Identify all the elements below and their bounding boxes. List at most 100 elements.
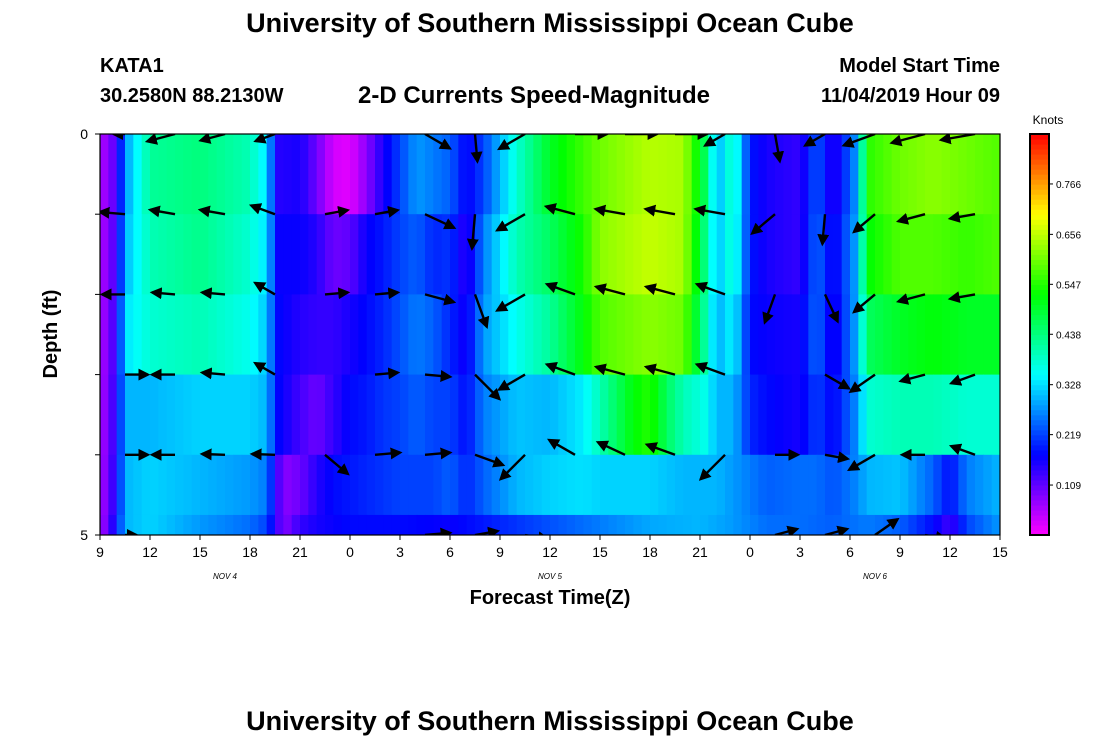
- heat-cell: [366, 374, 376, 456]
- heat-cell: [750, 214, 759, 295]
- heat-cell: [491, 514, 501, 535]
- heat-cell: [266, 134, 276, 215]
- heat-cell: [258, 134, 268, 215]
- heat-cell: [391, 294, 401, 376]
- day-label: NOV 4: [213, 572, 238, 581]
- heat-cell: [225, 514, 234, 535]
- heat-cell: [208, 374, 218, 456]
- heat-cell: [575, 454, 584, 516]
- current-vector: [253, 361, 276, 376]
- current-vector: [424, 134, 452, 150]
- heat-cell: [891, 454, 901, 516]
- heat-cell: [716, 134, 726, 215]
- heat-cell: [991, 134, 1000, 215]
- heat-cell: [766, 294, 776, 376]
- heat-cell: [725, 374, 734, 456]
- heat-cell: [100, 134, 109, 215]
- heat-cell: [450, 374, 459, 456]
- heat-cell: [816, 374, 826, 456]
- x-tick-label: 21: [692, 544, 708, 560]
- colorbar-segment: [1030, 354, 1049, 361]
- heat-cell: [400, 454, 409, 516]
- heat-cell: [425, 514, 434, 535]
- heat-cell: [500, 374, 509, 456]
- heat-cell: [241, 134, 251, 215]
- heat-cell: [766, 514, 776, 535]
- current-vector: [889, 134, 926, 147]
- heat-cell: [216, 134, 226, 215]
- heat-cell: [650, 214, 659, 295]
- heat-cell: [183, 134, 193, 215]
- heat-cell: [750, 374, 759, 456]
- heat-cell: [558, 374, 568, 456]
- heat-cell: [900, 374, 909, 456]
- heat-cell: [433, 514, 443, 535]
- heat-cell: [533, 214, 543, 295]
- heat-cell: [333, 374, 343, 456]
- current-vector: [374, 287, 401, 300]
- heat-cell: [966, 294, 976, 376]
- heat-cell: [958, 134, 968, 215]
- heat-cell: [566, 214, 576, 295]
- heat-cell: [691, 374, 701, 456]
- heat-cell: [316, 374, 326, 456]
- heat-cell: [416, 214, 426, 295]
- heat-cell: [166, 374, 176, 456]
- heat-cell: [975, 214, 984, 295]
- current-vector: [803, 134, 826, 147]
- current-vector: [694, 362, 726, 376]
- heat-cell: [433, 294, 443, 376]
- heat-cell: [666, 374, 676, 456]
- heat-cell: [275, 134, 284, 215]
- heat-cell: [683, 374, 693, 456]
- heat-cell: [216, 374, 226, 456]
- heat-cell: [858, 214, 868, 295]
- heat-cell: [666, 134, 676, 215]
- heat-cell: [408, 294, 418, 376]
- heat-cell: [533, 134, 543, 215]
- heat-cell: [300, 454, 309, 516]
- heat-cell: [191, 294, 201, 376]
- x-tick-label: 3: [796, 544, 804, 560]
- heat-cell: [558, 294, 568, 376]
- heat-cell: [825, 134, 834, 215]
- heat-cell: [716, 454, 726, 516]
- heat-cell: [458, 374, 468, 456]
- heat-cell: [450, 134, 459, 215]
- heat-cell: [708, 514, 718, 535]
- heat-cell: [400, 514, 409, 535]
- heat-cell: [975, 454, 984, 516]
- heat-cell: [450, 294, 459, 376]
- heat-cell: [283, 134, 293, 215]
- heat-cell: [291, 294, 301, 376]
- heat-cell: [758, 514, 768, 535]
- heat-cell: [158, 374, 168, 456]
- heat-cell: [775, 454, 784, 516]
- heat-cell: [158, 294, 168, 376]
- heat-cell: [775, 374, 784, 456]
- heat-cell: [691, 514, 701, 535]
- heat-cell: [575, 134, 584, 215]
- colorbar-segment: [1030, 269, 1049, 275]
- heat-cell: [308, 374, 318, 456]
- heat-cell: [516, 294, 526, 376]
- heat-cell: [875, 134, 884, 215]
- heat-cell: [900, 294, 909, 376]
- heat-cell: [133, 214, 143, 295]
- heat-cell: [850, 514, 859, 535]
- colorbar-segment: [1030, 309, 1049, 316]
- heat-cell: [983, 514, 993, 535]
- current-vector: [249, 448, 276, 461]
- colorbar-tick-label: 0.766: [1056, 180, 1081, 191]
- heat-cell: [141, 214, 151, 295]
- current-vector: [144, 134, 176, 145]
- heat-cell: [900, 454, 909, 516]
- heat-cell: [766, 214, 776, 295]
- heat-cell: [233, 454, 243, 516]
- heat-cell: [541, 514, 551, 535]
- heat-cell: [716, 374, 726, 456]
- heat-cell: [991, 514, 1000, 535]
- heat-cell: [475, 294, 484, 376]
- heat-cell: [216, 514, 226, 535]
